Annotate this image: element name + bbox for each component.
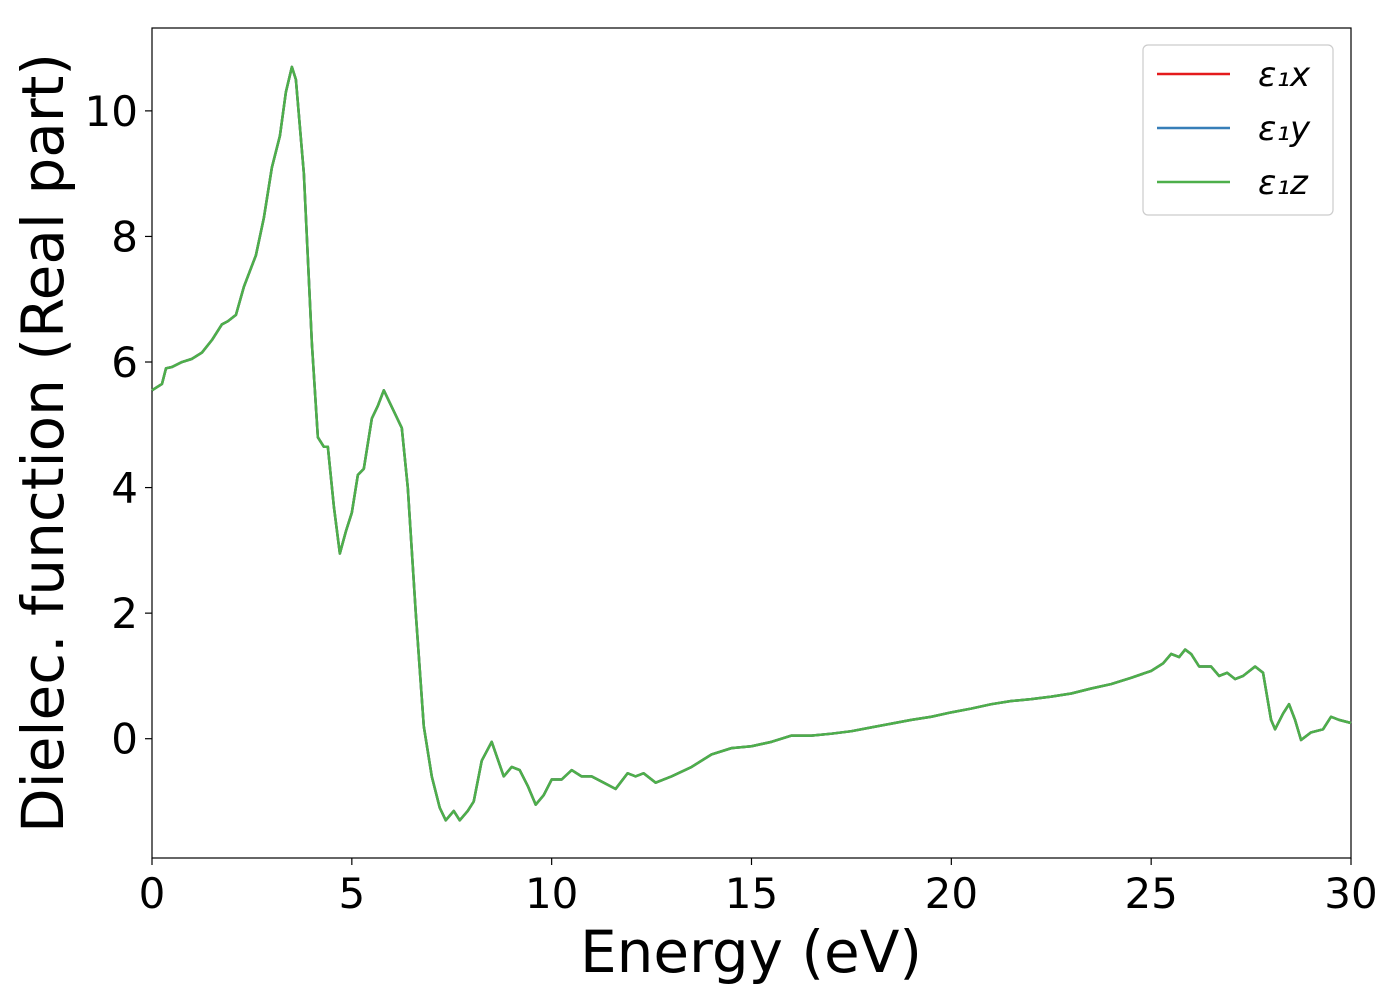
y-tick-label: 6: [111, 338, 138, 387]
x-tick-label: 25: [1124, 869, 1177, 918]
x-tick-label: 15: [725, 869, 778, 918]
y-tick-label: 2: [111, 589, 138, 638]
y-tick-label: 0: [111, 715, 138, 764]
x-tick-label: 0: [139, 869, 166, 918]
legend-label: ε₁x: [1258, 55, 1311, 95]
legend-label: ε₁z: [1258, 163, 1309, 203]
legend-label: ε₁y: [1258, 109, 1311, 149]
legend-box: [1142, 44, 1334, 216]
y-tick-label: 4: [111, 464, 138, 513]
legend: ε₁x ε₁y ε₁z: [1142, 44, 1334, 216]
y-tick-label: 8: [111, 212, 138, 261]
x-axis-label: Energy (eV): [580, 918, 922, 986]
x-tick-label: 10: [525, 869, 578, 918]
x-tick-label: 5: [338, 869, 365, 918]
x-tick-label: 30: [1324, 869, 1377, 918]
x-tick-label: 20: [925, 869, 978, 918]
y-axis-label: Dielec. function (Real part): [9, 53, 77, 833]
y-tick-label: 10: [85, 87, 138, 136]
data-line: [151, 65, 1352, 822]
